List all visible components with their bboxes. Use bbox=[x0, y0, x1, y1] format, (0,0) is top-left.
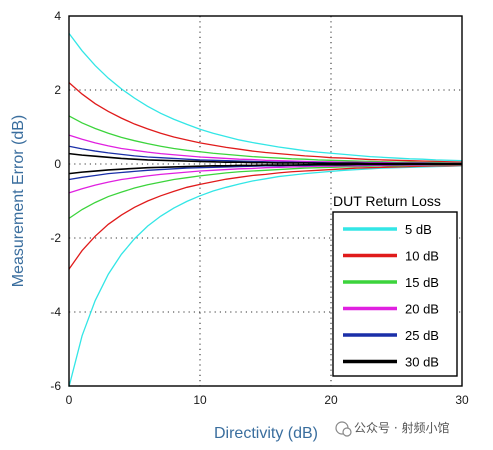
series-line-lower bbox=[68, 164, 462, 219]
y-axis-title: Measurement Error (dB) bbox=[10, 115, 27, 288]
legend-label: 25 dB bbox=[405, 328, 439, 343]
series-line-upper bbox=[68, 82, 463, 163]
legend-title: DUT Return Loss bbox=[333, 193, 441, 209]
legend-label: 20 dB bbox=[405, 302, 439, 317]
legend-box bbox=[332, 211, 458, 377]
y-tick-labels: 4 2 0 -2 -4 -6 bbox=[50, 9, 61, 393]
series-line-lower bbox=[68, 165, 463, 387]
legend-items: 5 dB 10 dB 15 dB 20 dB 25 dB 30 dB bbox=[343, 222, 439, 370]
legend-label: 10 dB bbox=[405, 249, 439, 264]
x-axis-title: Directivity (dB) bbox=[214, 425, 318, 442]
y-tick-label: 4 bbox=[54, 9, 61, 23]
x-tick-label: 0 bbox=[66, 393, 73, 407]
legend: DUT Return Loss 5 dB 10 dB 15 dB 20 dB 25 dB… bbox=[332, 188, 459, 377]
y-tick-label: 2 bbox=[54, 83, 61, 97]
legend-label: 5 dB bbox=[405, 222, 432, 237]
x-tick-label: 30 bbox=[455, 393, 469, 407]
y-tick-label: -2 bbox=[50, 231, 61, 245]
watermark-text: 公众号 · 射频小馆 bbox=[354, 420, 449, 435]
wechat-icon-bubble bbox=[342, 427, 352, 437]
y-tick-label: -6 bbox=[50, 379, 61, 393]
series-line-lower bbox=[68, 163, 462, 175]
series-lines bbox=[68, 32, 463, 387]
series-line-lower bbox=[68, 164, 463, 270]
watermark: 公众号 · 射频小馆 bbox=[335, 420, 449, 437]
legend-label: 30 dB bbox=[405, 355, 439, 370]
x-tick-label: 10 bbox=[193, 393, 207, 407]
series-line-upper bbox=[68, 115, 462, 164]
y-tick-label: -4 bbox=[50, 305, 61, 319]
series-line-upper bbox=[68, 32, 463, 162]
plot-frame bbox=[68, 15, 463, 387]
legend-label: 15 dB bbox=[405, 275, 439, 290]
y-tick-label: 0 bbox=[54, 157, 61, 171]
x-tick-labels: 0 10 20 30 bbox=[66, 393, 469, 407]
x-tick-label: 20 bbox=[324, 393, 338, 407]
